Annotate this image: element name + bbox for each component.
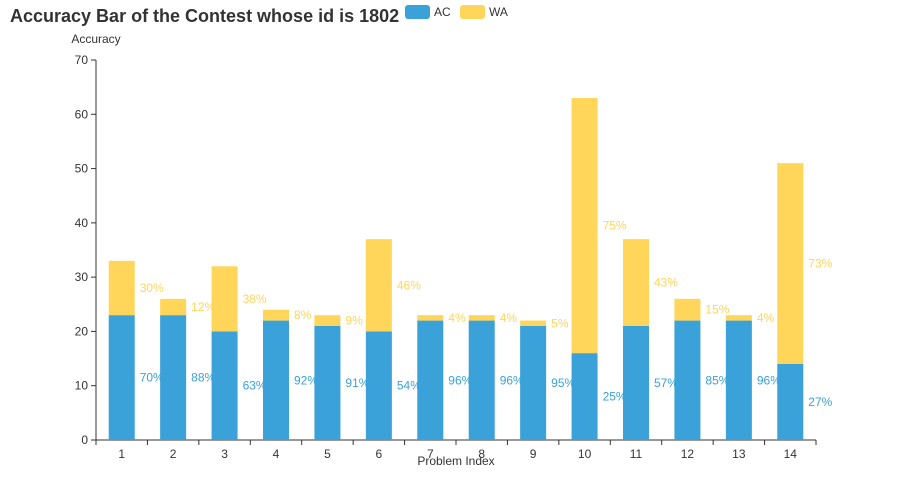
bar-wa[interactable]	[674, 298, 701, 321]
data-label-wa: 4%	[500, 311, 518, 325]
data-label-wa: 4%	[757, 311, 775, 325]
bar-ac[interactable]	[725, 320, 752, 440]
bar-ac[interactable]	[365, 331, 392, 440]
data-label-wa: 75%	[603, 219, 627, 233]
data-label-wa: 43%	[654, 276, 678, 290]
bar-ac[interactable]	[314, 326, 341, 440]
bar-ac[interactable]	[623, 326, 649, 440]
y-axis-name: Accuracy	[71, 32, 120, 46]
data-label-ac: 57%	[654, 376, 678, 390]
bar-ac[interactable]	[211, 331, 238, 440]
x-tick-label: 13	[732, 447, 746, 461]
x-tick-label: 12	[681, 447, 695, 461]
bar-ac[interactable]	[108, 315, 135, 440]
bar-wa[interactable]	[725, 315, 752, 321]
legend-swatch-wa	[460, 5, 485, 19]
x-tick-label: 6	[376, 447, 383, 461]
data-label-ac: 63%	[243, 379, 267, 393]
data-label-wa: 73%	[808, 257, 832, 271]
x-axis-name: Problem Index	[417, 454, 494, 468]
data-label-ac: 27%	[808, 395, 832, 409]
data-label-wa: 9%	[345, 314, 363, 328]
x-tick-label: 7	[427, 447, 434, 461]
y-tick-label: 50	[75, 162, 89, 176]
data-label-ac: 88%	[191, 371, 215, 385]
bar-ac[interactable]	[417, 320, 444, 440]
data-label-ac: 54%	[397, 379, 421, 393]
chart-title: Accuracy Bar of the Contest whose id is …	[10, 6, 399, 26]
y-tick-label: 10	[75, 379, 89, 393]
x-tick-label: 10	[578, 447, 592, 461]
x-tick-label: 3	[221, 447, 228, 461]
x-tick-label: 11	[630, 447, 643, 461]
x-tick-label: 9	[530, 447, 537, 461]
data-label-wa: 38%	[243, 292, 267, 306]
bar-ac[interactable]	[468, 320, 495, 440]
data-label-wa: 5%	[551, 316, 569, 330]
bar-ac[interactable]	[674, 320, 701, 440]
data-label-wa: 30%	[140, 281, 164, 295]
legend-item-ac[interactable]: AC	[405, 5, 451, 19]
y-tick-label: 70	[75, 53, 89, 67]
x-tick-label: 8	[478, 447, 485, 461]
y-tick-label: 60	[75, 107, 89, 121]
data-label-ac: 95%	[551, 376, 575, 390]
y-tick-label: 40	[75, 216, 89, 230]
bar-wa[interactable]	[623, 239, 649, 326]
y-tick-label: 20	[75, 324, 89, 338]
bar-wa[interactable]	[263, 309, 289, 321]
data-label-ac: 96%	[500, 373, 524, 387]
x-tick-label: 4	[273, 447, 280, 461]
data-label-ac: 92%	[294, 373, 318, 387]
x-tick-label: 5	[324, 447, 331, 461]
data-label-wa: 8%	[294, 308, 312, 322]
bars	[108, 98, 804, 440]
bar-ac[interactable]	[160, 315, 187, 440]
data-label-ac: 96%	[757, 373, 781, 387]
data-label-wa: 15%	[705, 303, 729, 317]
bar-wa[interactable]	[468, 315, 495, 321]
bar-wa[interactable]	[520, 320, 547, 326]
legend-label-ac: AC	[434, 5, 451, 19]
bar-wa[interactable]	[571, 98, 598, 354]
bar-ac[interactable]	[263, 320, 289, 440]
y-tick-label: 30	[75, 270, 89, 284]
data-label-ac: 25%	[603, 390, 627, 404]
bar-wa[interactable]	[108, 260, 135, 316]
data-label-ac: 70%	[140, 371, 164, 385]
bar-wa[interactable]	[417, 315, 444, 321]
legend: AC WA	[405, 5, 508, 19]
bar-ac[interactable]	[571, 353, 598, 440]
x-tick-label: 14	[784, 447, 798, 461]
y-axis: 0 10 20 30 40 50 60 70	[75, 53, 97, 447]
data-label-ac: 91%	[345, 376, 369, 390]
data-label-wa: 12%	[191, 300, 215, 314]
data-label-ac: 96%	[448, 373, 472, 387]
data-labels: 70% 88% 63% 92% 91% 54% 96% 96% 95% 25% 57% 85% 96% 2…	[140, 219, 833, 409]
y-tick-label: 0	[81, 433, 88, 447]
data-label-wa: 46%	[397, 278, 421, 292]
x-tick-label: 1	[118, 447, 125, 461]
bar-wa[interactable]	[314, 315, 341, 326]
data-label-ac: 85%	[705, 373, 729, 387]
data-label-wa: 4%	[448, 311, 466, 325]
bar-wa[interactable]	[777, 163, 804, 364]
legend-label-wa: WA	[489, 5, 508, 19]
bar-ac[interactable]	[777, 364, 804, 440]
bar-ac[interactable]	[520, 326, 547, 440]
bar-wa[interactable]	[211, 266, 238, 332]
x-tick-label: 2	[170, 447, 177, 461]
bar-wa[interactable]	[365, 239, 392, 332]
bar-wa[interactable]	[160, 298, 187, 316]
legend-swatch-ac	[405, 5, 430, 19]
legend-item-wa[interactable]: WA	[460, 5, 508, 19]
